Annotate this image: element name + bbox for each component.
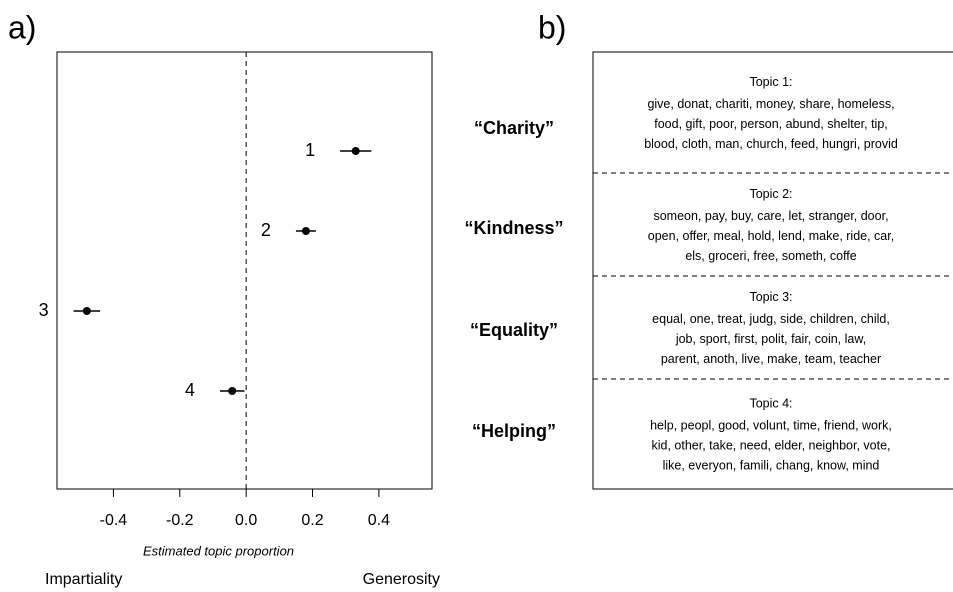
table-frame xyxy=(592,51,953,490)
topic-words: blood, cloth, man, church, feed, hungri,… xyxy=(644,137,898,151)
topic-words: give, donat, chariti, money, share, home… xyxy=(647,97,894,111)
point-label: 3 xyxy=(39,300,49,320)
topic-words: els, groceri, free, someth, coffe xyxy=(685,249,856,263)
topic-words: parent, anoth, live, make, team, teacher xyxy=(661,352,881,366)
topic-words: equal, one, treat, judg, side, children,… xyxy=(652,312,890,326)
x-axis-label: Estimated topic proportion xyxy=(143,543,294,558)
topic-name: “Helping” xyxy=(472,421,556,441)
point xyxy=(228,387,237,395)
topic-words: food, gift, poor, person, abund, shelter… xyxy=(654,117,888,131)
point-label: 4 xyxy=(185,380,195,400)
topic-words: open, offer, meal, hold, lend, make, rid… xyxy=(648,229,894,243)
topic-words: kid, other, take, need, elder, neighbor,… xyxy=(651,438,890,452)
x-tick-label: 0.4 xyxy=(368,512,390,529)
x-tick-label: -0.4 xyxy=(100,512,128,529)
point-label: 1 xyxy=(305,140,315,160)
annotation: Generosity xyxy=(363,571,440,588)
point xyxy=(301,227,310,235)
x-tick-label: 0.0 xyxy=(235,512,257,529)
point-label: 2 xyxy=(261,220,271,240)
topic-title: Topic 2: xyxy=(749,187,792,201)
point xyxy=(351,147,360,155)
topic-name: “Charity” xyxy=(474,118,554,138)
topic-words: someon, pay, buy, care, let, stranger, d… xyxy=(653,209,888,223)
point xyxy=(82,307,91,315)
topic-name: “Equality” xyxy=(470,320,558,340)
plot-frame xyxy=(56,51,433,490)
x-tick-label: 0.2 xyxy=(301,512,323,529)
panel-label: b) xyxy=(538,9,566,45)
topic-words: job, sport, first, polit, fair, coin, la… xyxy=(675,332,866,346)
topic-name: “Kindness” xyxy=(464,218,563,238)
annotation: Impartiality xyxy=(45,571,122,588)
topic-words: like, everyon, famili, chang, know, mind xyxy=(663,458,880,472)
x-tick-label: -0.2 xyxy=(166,512,194,529)
topic-title: Topic 4: xyxy=(749,396,792,410)
topic-title: Topic 3: xyxy=(749,290,792,304)
topic-title: Topic 1: xyxy=(749,75,792,89)
topic-words: help, peopl, good, volunt, time, friend,… xyxy=(650,418,892,432)
panel-label: a) xyxy=(8,9,36,45)
